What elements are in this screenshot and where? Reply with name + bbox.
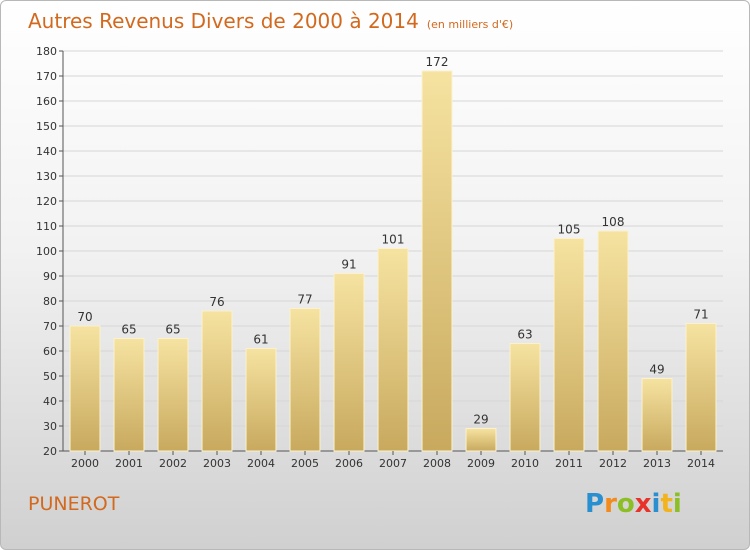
x-tick-label-2010: 2010	[511, 457, 539, 470]
x-tick-label-2013: 2013	[643, 457, 671, 470]
value-label-2012: 108	[602, 215, 625, 229]
value-label-2014: 71	[693, 308, 708, 322]
bars: 70 65 65 76 61 77 91 101 172 29 63 105 108 49 71	[69, 55, 717, 452]
bar-2005	[289, 308, 321, 452]
y-tick-label-160: 160	[36, 95, 57, 108]
y-tick-label-120: 120	[36, 195, 57, 208]
bar-2003	[201, 310, 233, 452]
value-label-2006: 91	[341, 258, 356, 272]
y-tick-label-20: 20	[43, 445, 57, 458]
y-tick-label-150: 150	[36, 120, 57, 133]
y-tick-label-60: 60	[43, 345, 57, 358]
logo-letter: i	[651, 489, 661, 519]
value-label-2005: 77	[297, 293, 312, 307]
y-tick-label-80: 80	[43, 295, 57, 308]
bar-2010	[509, 343, 541, 452]
y-tick-label-130: 130	[36, 170, 57, 183]
y-tick-label-100: 100	[36, 245, 57, 258]
value-label-2004: 61	[253, 333, 268, 347]
proxiti-logo: Proxiti	[585, 489, 682, 519]
logo-letter: P	[585, 489, 605, 519]
x-tick-label-2007: 2007	[379, 457, 407, 470]
logo-letter: x	[634, 489, 652, 519]
value-label-2010: 63	[517, 328, 532, 342]
x-tick-label-2002: 2002	[159, 457, 187, 470]
value-label-2001: 65	[121, 323, 136, 337]
y-tick-label-70: 70	[43, 320, 57, 333]
commune-name: PUNEROT	[28, 493, 120, 515]
value-label-2008: 172	[426, 55, 449, 69]
value-label-2009: 29	[473, 413, 488, 427]
y-tick-label-30: 30	[43, 420, 57, 433]
bar-2008	[421, 70, 453, 452]
y-tick-label-170: 170	[36, 70, 57, 83]
bar-2000	[69, 325, 101, 452]
chart-title: Autres Revenus Divers de 2000 à 2014 (en …	[28, 9, 513, 33]
x-tick-label-2011: 2011	[555, 457, 583, 470]
y-tick-label-110: 110	[36, 220, 57, 233]
x-tick-label-2006: 2006	[335, 457, 363, 470]
bar-2001	[113, 338, 145, 452]
x-tick-label-2000: 2000	[71, 457, 99, 470]
x-axis-labels: 2000 2001 2002 2003 2004 2005 2006 2007 2008 2009…	[71, 451, 715, 470]
bar-2006	[333, 273, 365, 452]
y-tick-label-50: 50	[43, 370, 57, 383]
chart-title-text: Autres Revenus Divers de 2000 à 2014	[28, 9, 419, 33]
value-label-2007: 101	[382, 233, 405, 247]
value-label-2011: 105	[558, 223, 581, 237]
logo-letter: i	[672, 489, 682, 519]
x-tick-label-2004: 2004	[247, 457, 275, 470]
x-tick-label-2001: 2001	[115, 457, 143, 470]
x-tick-label-2014: 2014	[687, 457, 715, 470]
y-tick-label-180: 180	[36, 45, 57, 58]
value-label-2000: 70	[77, 310, 92, 324]
x-tick-label-2009: 2009	[467, 457, 495, 470]
x-tick-label-2008: 2008	[423, 457, 451, 470]
x-tick-label-2012: 2012	[599, 457, 627, 470]
bar-2012	[597, 230, 629, 452]
logo-letter: t	[660, 489, 673, 519]
chart-subtitle: (en milliers d'€)	[426, 18, 514, 31]
value-label-2003: 76	[209, 295, 224, 309]
bar-2013	[641, 378, 673, 452]
bar-2004	[245, 348, 277, 452]
value-label-2013: 49	[649, 363, 664, 377]
y-tick-label-40: 40	[43, 395, 57, 408]
value-label-2002: 65	[165, 323, 180, 337]
bar-2014	[685, 323, 717, 452]
x-tick-label-2005: 2005	[291, 457, 319, 470]
x-tick-label-2003: 2003	[203, 457, 231, 470]
logo-letter: o	[616, 489, 635, 519]
y-tick-label-90: 90	[43, 270, 57, 283]
y-tick-label-140: 140	[36, 145, 57, 158]
bar-2002	[157, 338, 189, 452]
bar-2007	[377, 248, 409, 452]
bar-2011	[553, 238, 585, 452]
bar-2009	[465, 428, 497, 452]
logo-letter: r	[604, 489, 617, 519]
